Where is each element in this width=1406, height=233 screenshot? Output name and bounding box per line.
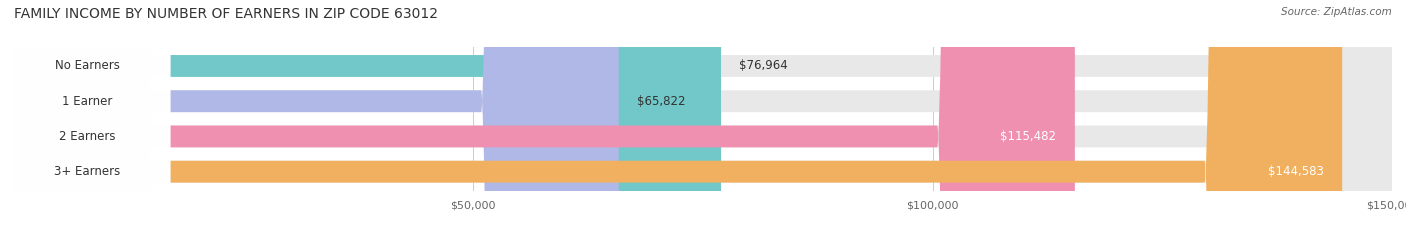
Text: No Earners: No Earners	[55, 59, 120, 72]
Text: 3+ Earners: 3+ Earners	[55, 165, 121, 178]
FancyBboxPatch shape	[14, 0, 1392, 233]
Text: 2 Earners: 2 Earners	[59, 130, 115, 143]
Text: FAMILY INCOME BY NUMBER OF EARNERS IN ZIP CODE 63012: FAMILY INCOME BY NUMBER OF EARNERS IN ZI…	[14, 7, 439, 21]
FancyBboxPatch shape	[14, 0, 1074, 233]
Text: $65,822: $65,822	[637, 95, 686, 108]
FancyBboxPatch shape	[14, 0, 1392, 233]
Text: $144,583: $144,583	[1268, 165, 1324, 178]
FancyBboxPatch shape	[14, 0, 1392, 233]
FancyBboxPatch shape	[4, 0, 170, 233]
FancyBboxPatch shape	[14, 0, 721, 233]
Text: $115,482: $115,482	[1001, 130, 1056, 143]
FancyBboxPatch shape	[4, 0, 170, 233]
Text: $76,964: $76,964	[740, 59, 789, 72]
Text: 1 Earner: 1 Earner	[62, 95, 112, 108]
Text: Source: ZipAtlas.com: Source: ZipAtlas.com	[1281, 7, 1392, 17]
FancyBboxPatch shape	[14, 0, 619, 233]
FancyBboxPatch shape	[14, 0, 1392, 233]
FancyBboxPatch shape	[14, 0, 1343, 233]
FancyBboxPatch shape	[4, 0, 170, 233]
FancyBboxPatch shape	[4, 0, 170, 233]
